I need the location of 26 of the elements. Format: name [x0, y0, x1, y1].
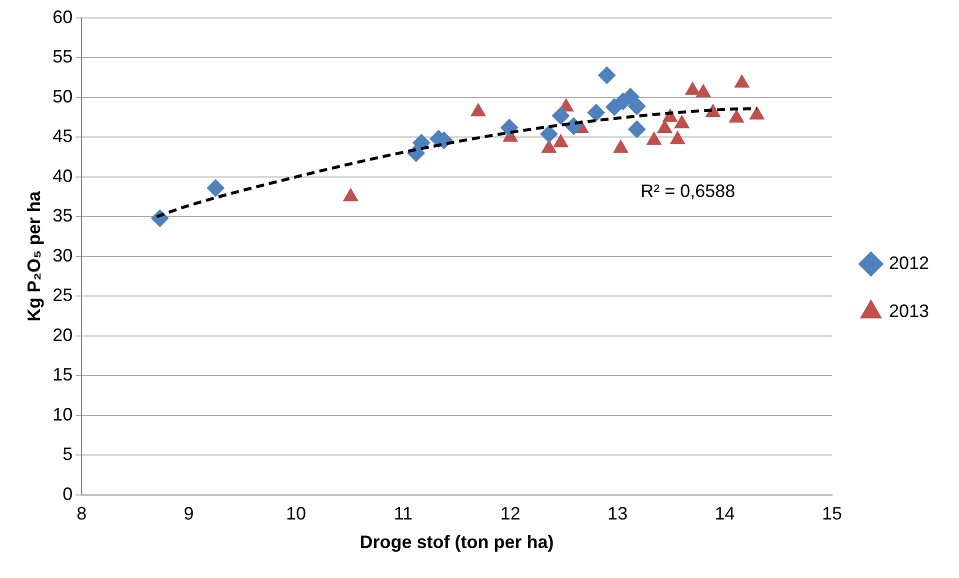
y-tick-label: 60 — [52, 6, 73, 27]
y-tick-label: 40 — [52, 166, 73, 186]
y-tick-label: 0 — [62, 484, 73, 504]
annotation: R² = 0,6588 — [640, 180, 736, 201]
y-tick-label: 10 — [52, 404, 73, 424]
x-tick-label: 15 — [822, 504, 842, 524]
y-tick-label: 5 — [62, 444, 73, 464]
x-tick-label: 14 — [714, 504, 735, 524]
y-tick-label: 35 — [52, 206, 73, 226]
y-tick-label: 20 — [52, 324, 73, 345]
y-axis-title: Kg P₂O₅ per ha — [24, 190, 44, 322]
y-tick-label: 30 — [52, 245, 73, 266]
y-tick-label: 45 — [52, 126, 73, 146]
x-tick-label: 10 — [286, 504, 306, 524]
y-tick-label: 25 — [52, 285, 73, 306]
x-tick-label: 11 — [394, 504, 413, 524]
y-tick-label: 55 — [52, 46, 73, 67]
legend-label: 2012 — [888, 252, 930, 273]
y-tick-label: 15 — [52, 364, 73, 385]
x-axis-title: Droge stof (ton per ha) — [360, 532, 554, 552]
x-tick-label: 8 — [76, 504, 87, 524]
legend-label: 2013 — [888, 300, 930, 321]
x-tick-label: 13 — [608, 504, 628, 524]
x-tick-label: 12 — [500, 504, 520, 524]
y-tick-label: 50 — [52, 86, 73, 106]
x-tick-label: 9 — [184, 504, 194, 524]
